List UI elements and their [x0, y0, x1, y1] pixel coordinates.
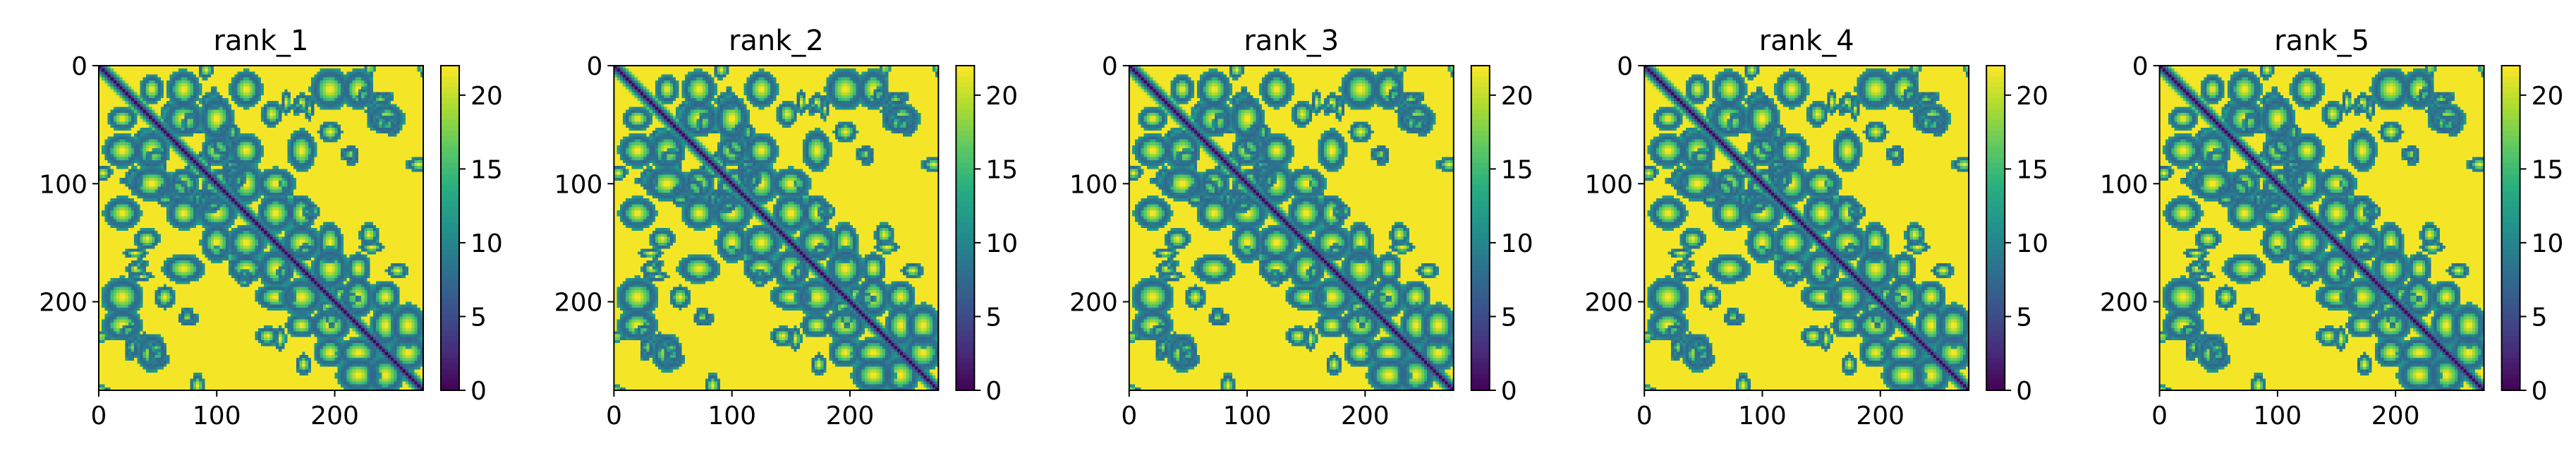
x-tick-label: 100	[2254, 402, 2302, 431]
y-tick-label: 100	[1069, 170, 1118, 199]
x-tick-label: 200	[310, 402, 359, 431]
colorbar-gradient	[1471, 66, 1490, 391]
colorbar-gradient	[1986, 66, 2005, 391]
x-tick-label: 200	[1856, 402, 1904, 431]
x-tick-label: 100	[707, 402, 756, 431]
y-tick-label: 200	[39, 289, 87, 318]
colorbar-tick-label: 15	[2016, 155, 2048, 184]
y-tick-label: 0	[2132, 52, 2149, 81]
colorbar-tick-label: 20	[985, 82, 1018, 111]
colorbar-tick-label: 5	[985, 303, 1002, 332]
panel-title: rank_5	[2274, 25, 2369, 57]
x-tick-label: 0	[91, 402, 107, 431]
x-tick-label: 100	[193, 402, 241, 431]
colorbar-tick-label: 10	[985, 229, 1018, 258]
x-tick-label: 0	[2151, 402, 2168, 431]
panel-rank_4: rank_4 0 100 200 0 100 200 0 5 10 15 20	[1584, 25, 2048, 431]
panel-title: rank_1	[214, 25, 309, 57]
y-tick-label: 0	[1617, 52, 1633, 81]
heatmap-cells	[1644, 66, 1969, 391]
colorbar-tick-label: 0	[1501, 377, 1517, 406]
x-tick-label: 100	[1223, 402, 1272, 431]
colorbar-tick-label: 10	[2532, 229, 2564, 258]
colorbar-tick-label: 10	[470, 229, 503, 258]
colorbar-tick-label: 20	[2532, 82, 2564, 111]
panel-rank_2: rank_2 0 100 200 0 100 200 0 5 10 15 20	[554, 25, 1019, 431]
colorbar-tick-label: 5	[2532, 303, 2548, 332]
colorbar-tick-label: 5	[1501, 303, 1517, 332]
panel-title: rank_3	[1244, 25, 1339, 57]
y-tick-label: 100	[554, 170, 603, 199]
colorbar-tick-label: 15	[1501, 155, 1533, 184]
x-tick-label: 200	[1341, 402, 1390, 431]
panel-rank_1: rank_1 0 100 200 0 100 200 0 5 10 15 20	[39, 25, 503, 431]
colorbar-gradient	[2502, 66, 2520, 391]
colorbar-tick-label: 5	[470, 303, 487, 332]
y-tick-label: 100	[39, 170, 87, 199]
y-tick-label: 0	[586, 52, 602, 81]
colorbar-tick-label: 10	[1501, 229, 1533, 258]
y-tick-label: 200	[1069, 289, 1118, 318]
panel-title: rank_2	[729, 25, 824, 57]
colorbar-tick-label: 15	[2532, 155, 2564, 184]
colorbar-gradient	[956, 66, 974, 391]
heatmap-cells	[614, 66, 939, 391]
y-tick-label: 200	[1584, 289, 1633, 318]
colorbar-tick-label: 5	[2016, 303, 2032, 332]
x-tick-label: 0	[1636, 402, 1653, 431]
heatmap-cells	[2160, 66, 2485, 391]
heatmap-cells	[1129, 66, 1454, 391]
y-tick-label: 200	[554, 289, 603, 318]
x-tick-label: 100	[1738, 402, 1787, 431]
x-tick-label: 0	[606, 402, 622, 431]
colorbar-tick-label: 0	[985, 377, 1002, 406]
colorbar-tick-label: 20	[1501, 82, 1533, 111]
colorbar-tick-label: 20	[2016, 82, 2048, 111]
colorbar-tick-label: 20	[470, 82, 503, 111]
x-tick-label: 200	[826, 402, 875, 431]
y-tick-label: 0	[1102, 52, 1118, 81]
x-tick-label: 200	[2371, 402, 2420, 431]
y-tick-label: 100	[2100, 170, 2149, 199]
colorbar-gradient	[441, 66, 459, 391]
panel-title: rank_4	[1759, 25, 1854, 57]
x-tick-label: 0	[1121, 402, 1137, 431]
colorbar-tick-label: 0	[470, 377, 487, 406]
panel-rank_5: rank_5 0 100 200 0 100 200 0 5 10 15 20	[2100, 25, 2564, 431]
colorbar-tick-label: 15	[985, 155, 1018, 184]
y-tick-label: 100	[1584, 170, 1633, 199]
colorbar-tick-label: 15	[470, 155, 503, 184]
colorbar-tick-label: 10	[2016, 229, 2048, 258]
y-tick-label: 200	[2100, 289, 2149, 318]
panel-rank_3: rank_3 0 100 200 0 100 200 0 5 10 15 20	[1069, 25, 1533, 431]
colorbar-tick-label: 0	[2532, 377, 2548, 406]
y-tick-label: 0	[71, 52, 87, 81]
heatmap-cells	[99, 66, 424, 391]
colorbar-tick-label: 0	[2016, 377, 2032, 406]
